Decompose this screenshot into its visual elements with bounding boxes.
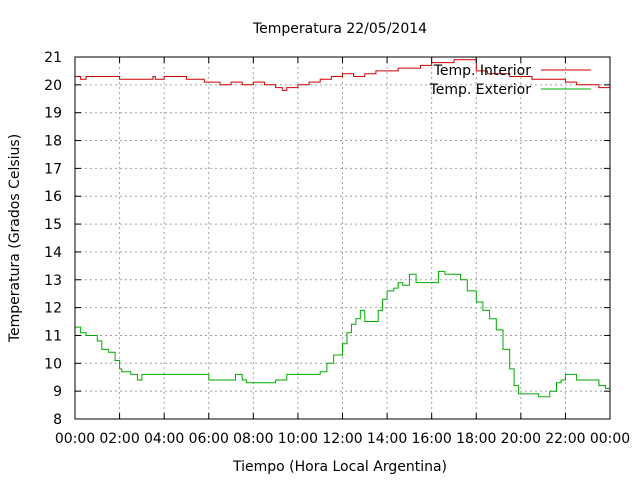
x-tick-label: 06:00 <box>189 431 229 447</box>
y-tick-label: 8 <box>53 412 62 428</box>
series-lines <box>75 59 611 398</box>
series-line-exterior <box>75 270 611 398</box>
x-tick-label: 00:00 <box>55 431 95 447</box>
y-tick-label: 21 <box>44 50 62 66</box>
y-tick-label: 17 <box>44 161 62 177</box>
y-tick-label: 9 <box>53 384 62 400</box>
y-tick-label: 14 <box>44 245 62 261</box>
x-tick-label: 04:00 <box>144 431 184 447</box>
y-tick-label: 19 <box>44 106 62 122</box>
x-tick-label: 10:00 <box>278 431 318 447</box>
legend-label-interior: Temp. Interior <box>433 63 532 79</box>
y-tick-label: 20 <box>44 78 62 94</box>
axis-ticks: 00:00 02:00 04:00 06:00 08:00 10:00 12:00 14:00… <box>44 50 630 447</box>
chart-title: Temperatura 22/05/2014 <box>252 21 427 37</box>
grid <box>75 57 610 419</box>
x-axis-label: Tiempo (Hora Local Argentina) <box>232 459 447 475</box>
legend: Temp. Interior Temp. Exterior <box>429 63 591 98</box>
y-tick-label: 12 <box>44 301 62 317</box>
y-axis-label: Temperatura (Grados Celsius) <box>7 134 23 343</box>
y-tick-label: 16 <box>44 189 62 205</box>
y-tick-label: 18 <box>44 134 62 150</box>
y-tick-label: 11 <box>44 328 62 344</box>
y-tick-label: 10 <box>44 356 62 372</box>
x-tick-label: 22:00 <box>545 431 585 447</box>
series-line-interior <box>75 59 610 91</box>
x-tick-label: 16:00 <box>411 431 451 447</box>
y-tick-label: 13 <box>44 273 62 289</box>
x-tick-label: 20:00 <box>501 431 541 447</box>
x-tick-label: 00:00 <box>590 431 630 447</box>
x-tick-label: 14:00 <box>367 431 407 447</box>
legend-label-exterior: Temp. Exterior <box>429 82 532 98</box>
y-tick-label: 15 <box>44 217 62 233</box>
x-tick-label: 12:00 <box>322 431 362 447</box>
x-tick-label: 18:00 <box>456 431 496 447</box>
x-tick-label: 02:00 <box>99 431 139 447</box>
x-tick-label: 08:00 <box>233 431 273 447</box>
